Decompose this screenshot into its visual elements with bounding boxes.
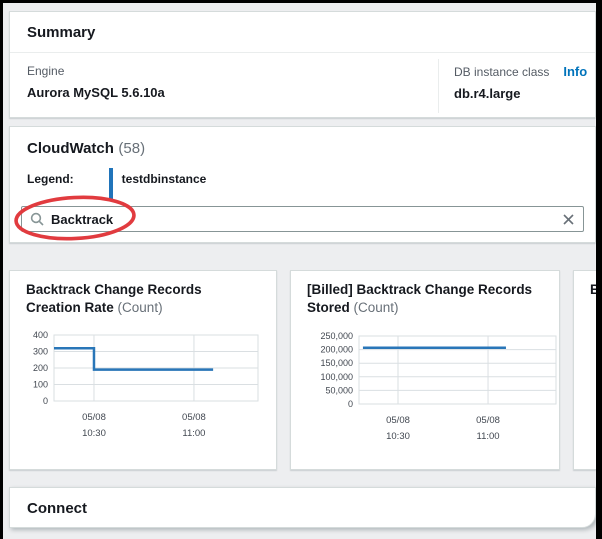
svg-text:200: 200 — [33, 363, 48, 373]
chart-card-backtrack-creation-rate: Backtrack Change Records Creation Rate (… — [9, 270, 277, 470]
chart-card-cutoff: B — [573, 270, 600, 470]
legend-row: Legend: testdbinstance — [27, 168, 595, 200]
summary-header: Summary — [10, 12, 595, 53]
summary-panel: Summary Engine Aurora MySQL 5.6.10a DB i… — [9, 11, 596, 118]
chart-title-text: B — [590, 282, 600, 297]
svg-text:250,000: 250,000 — [320, 331, 353, 341]
chart-title: Backtrack Change Records Creation Rate (… — [10, 271, 276, 317]
svg-text:400: 400 — [33, 330, 48, 340]
cloudwatch-metric-count: (58) — [118, 140, 146, 157]
cloudwatch-panel: CloudWatch (58) Legend: testdbinstance — [9, 126, 596, 243]
svg-text:05/08: 05/08 — [82, 412, 106, 423]
svg-text:05/08: 05/08 — [182, 412, 206, 423]
metric-search-box[interactable] — [21, 206, 584, 232]
chart-title: [Billed] Backtrack Change Records Stored… — [291, 271, 559, 317]
engine-label: Engine — [27, 64, 65, 78]
chart-card-billed-backtrack-stored: [Billed] Backtrack Change Records Stored… — [290, 270, 560, 470]
db-instance-class-column: DB instance class Info db.r4.large — [438, 59, 595, 113]
screenshot-border-right — [596, 0, 602, 539]
svg-text:100,000: 100,000 — [320, 372, 353, 382]
engine-value: Aurora MySQL 5.6.10a — [27, 85, 165, 100]
screenshot-border-top — [0, 0, 602, 3]
chart-unit-text: (Count) — [117, 300, 163, 315]
engine-field: Engine Aurora MySQL 5.6.10a — [10, 53, 595, 100]
metric-search-input[interactable] — [51, 211, 562, 227]
chart-title: B — [574, 271, 602, 299]
summary-body: Engine Aurora MySQL 5.6.10a DB instance … — [10, 53, 595, 119]
search-icon — [30, 212, 44, 226]
connect-panel: Connect — [9, 487, 596, 528]
db-instance-class-field: DB instance class Info db.r4.large — [439, 59, 595, 101]
connect-title: Connect — [27, 500, 87, 517]
db-instance-class-value: db.r4.large — [454, 86, 521, 101]
info-link[interactable]: Info — [563, 64, 588, 79]
chart-unit-text: (Count) — [353, 300, 399, 315]
legend-label: Legend: — [27, 172, 74, 186]
chart-title-text: [Billed] Backtrack Change Records Stored — [307, 282, 533, 315]
clear-search-icon[interactable] — [562, 213, 575, 226]
svg-text:0: 0 — [43, 396, 48, 406]
svg-text:10:30: 10:30 — [82, 428, 106, 439]
svg-text:05/08: 05/08 — [386, 415, 410, 426]
svg-text:300: 300 — [33, 347, 48, 357]
svg-text:200,000: 200,000 — [320, 345, 353, 355]
screenshot-border-left — [0, 0, 3, 539]
legend-color-bar — [108, 168, 113, 200]
line-chart-billed-backtrack-stored: 0 50,000 100,000 150,000 200,000 250,000 05/08… — [320, 331, 557, 442]
svg-text:100: 100 — [33, 380, 48, 390]
svg-text:11:00: 11:00 — [476, 431, 499, 442]
cloudwatch-header: CloudWatch (58) — [10, 127, 595, 158]
connect-header: Connect — [10, 488, 595, 528]
svg-text:50,000: 50,000 — [325, 385, 353, 395]
db-instance-class-label: DB instance class — [454, 64, 550, 79]
line-chart-backtrack-creation-rate: 0 100 200 300 400 05/08 10:30 05/08 11:00 — [33, 330, 259, 439]
svg-text:05/08: 05/08 — [476, 415, 500, 426]
svg-text:10:30: 10:30 — [386, 431, 410, 442]
legend-instance-name: testdbinstance — [121, 172, 207, 186]
svg-text:11:00: 11:00 — [182, 428, 205, 439]
svg-text:150,000: 150,000 — [320, 358, 353, 368]
chart-title-text: Backtrack Change Records Creation Rate — [26, 282, 202, 315]
summary-title: Summary — [27, 24, 96, 41]
cloudwatch-title: CloudWatch — [27, 140, 114, 157]
svg-text:0: 0 — [348, 399, 353, 409]
